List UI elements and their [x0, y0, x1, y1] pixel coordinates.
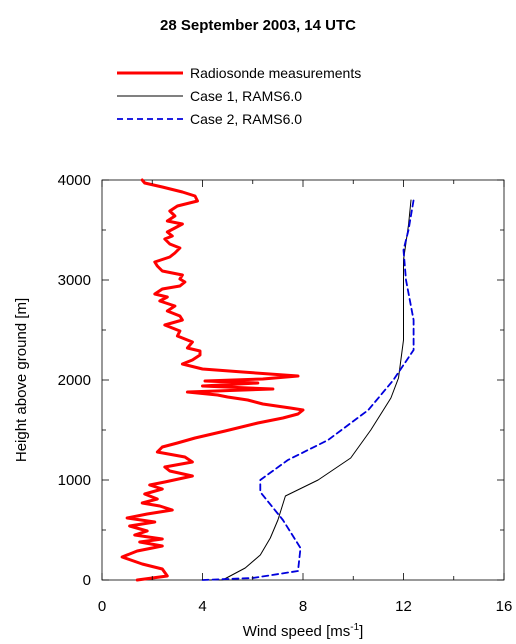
legend-label-3: Case 2, RAMS6.0 [190, 111, 302, 127]
ticks-layer: 0 4 8 12 16 0 1000 2000 3000 4000 [58, 172, 513, 615]
x-tick-label: 0 [98, 598, 106, 615]
series-line-1 [120, 178, 305, 582]
plot-area: 0 4 8 12 16 0 1000 2000 3000 4000 [58, 172, 513, 615]
y-tick-label: 0 [83, 572, 91, 589]
series-layer [120, 178, 415, 582]
x-tick-label: 16 [496, 598, 513, 615]
x-axis-label-sup: -1 [350, 622, 359, 633]
x-tick-label: 12 [395, 598, 412, 615]
y-tick-label: 2000 [58, 372, 91, 389]
x-axis-label: Wind speed [ms-1] [243, 622, 364, 640]
y-tick-label: 3000 [58, 272, 91, 289]
series-line-3 [201, 199, 415, 581]
y-tick-label: 1000 [58, 472, 91, 489]
x-axis-label-main: Wind speed [ms [243, 623, 351, 640]
x-tick-label: 4 [198, 598, 206, 615]
legend-label-1: Radiosonde measurements [190, 65, 361, 81]
legend: Radiosonde measurements Case 1, RAMS6.0 Ca… [117, 65, 361, 127]
x-tick-label: 8 [299, 598, 307, 615]
y-axis-label: Height above ground [m] [13, 298, 30, 462]
x-axis-label-end: ] [359, 623, 363, 640]
series-line-2 [202, 199, 412, 581]
y-tick-label: 4000 [58, 172, 91, 189]
chart-title: 28 September 2003, 14 UTC [160, 17, 356, 34]
legend-label-2: Case 1, RAMS6.0 [190, 88, 302, 104]
plot-frame [101, 179, 505, 581]
